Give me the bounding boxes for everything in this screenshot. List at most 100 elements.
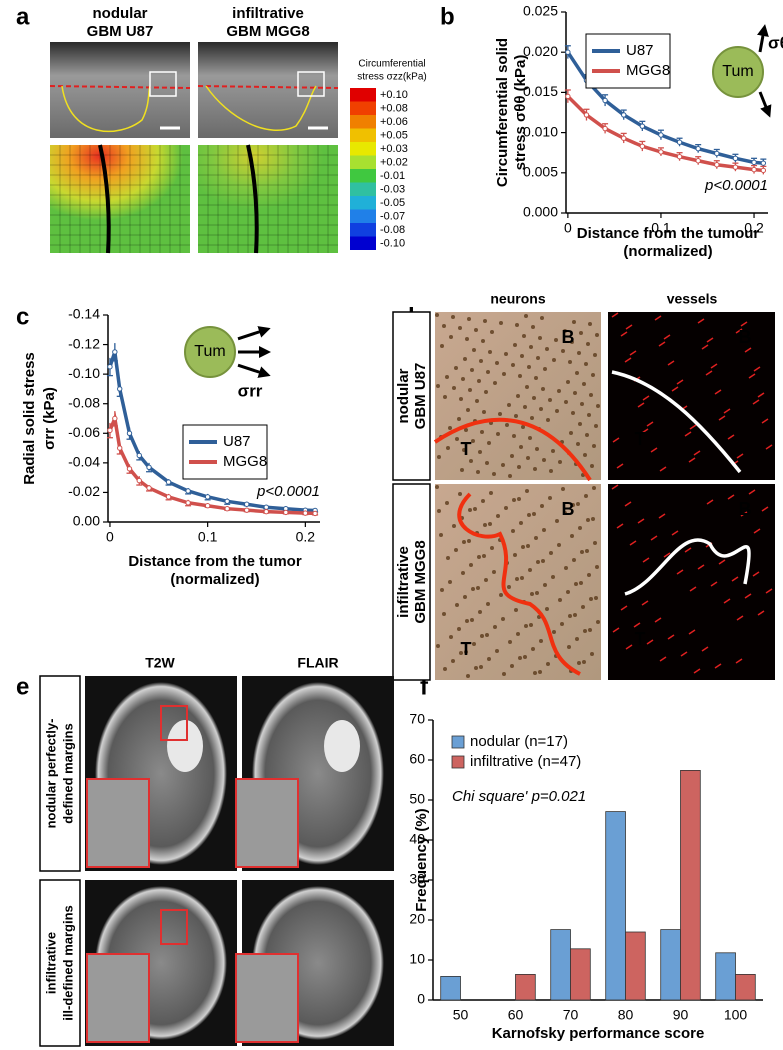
nucleus [484, 390, 488, 394]
nucleus [554, 338, 558, 342]
nucleus [564, 400, 568, 404]
vessel [646, 639, 654, 645]
nucleus [593, 541, 597, 545]
x-tick-label: 70 [563, 1007, 579, 1023]
y-tick-label: -0.14 [68, 306, 100, 322]
nucleus [463, 357, 467, 361]
nucleus [488, 522, 492, 526]
bar [605, 811, 626, 1001]
zoom-inset [86, 953, 150, 1043]
legend-swatch [451, 735, 465, 749]
data-point [244, 507, 250, 513]
data-point [695, 158, 701, 164]
stress-arrow [757, 24, 769, 53]
colorbar-cell [350, 169, 376, 183]
colorbar-cell [350, 196, 376, 210]
row-title: GBM MGG8 [412, 540, 429, 623]
nucleus [468, 508, 472, 512]
nucleus [496, 432, 500, 436]
vessel [663, 552, 671, 558]
nucleus [457, 627, 461, 631]
y-tick-label: -0.12 [68, 335, 100, 351]
nucleus [543, 367, 547, 371]
annotation: Chi square' p=0.021 [452, 788, 586, 805]
colorbar-cell [350, 236, 376, 250]
row-title: infiltrative [43, 932, 58, 994]
nucleus [478, 450, 482, 454]
row-box [392, 483, 431, 681]
tumor-margin [611, 370, 742, 474]
nucleus [502, 372, 506, 376]
row-title: defined margins [60, 723, 75, 823]
nucleus [504, 352, 508, 356]
nucleus [592, 444, 596, 448]
panel-letter: a [16, 3, 30, 30]
vessel [629, 350, 637, 356]
column-title: neurons [490, 291, 545, 307]
tumor-margin [457, 492, 581, 676]
vessel [693, 450, 701, 456]
y-tick-label: 20 [409, 911, 425, 927]
nucleus [540, 504, 544, 508]
nucleus [514, 414, 518, 418]
vessel [650, 447, 658, 453]
column-title: FLAIR [297, 655, 338, 671]
y-tick-label: -0.04 [68, 454, 100, 470]
nucleus [528, 568, 532, 572]
vessel [642, 395, 650, 401]
nucleus [469, 459, 473, 463]
nucleus [452, 386, 456, 390]
vessel [753, 528, 761, 534]
nucleus [492, 570, 496, 574]
y-tick-label: 0.005 [523, 164, 558, 180]
data-point [621, 112, 627, 118]
data-point [126, 466, 133, 472]
nucleus [449, 335, 453, 339]
nucleus [532, 396, 536, 400]
nucleus [496, 514, 500, 518]
nucleus [580, 550, 584, 554]
nucleus [460, 468, 464, 472]
stress-arrow [758, 91, 772, 118]
nucleus [493, 625, 497, 629]
legend-swatch [451, 755, 465, 769]
nucleus [452, 524, 456, 528]
nucleus [552, 630, 556, 634]
data-point [224, 505, 230, 512]
vessel [671, 386, 679, 392]
nucleus [531, 325, 535, 329]
vessel [616, 463, 624, 469]
row-title: nodular [395, 368, 412, 423]
nucleus [529, 623, 533, 627]
data-point [263, 504, 269, 510]
nucleus [574, 582, 578, 586]
nucleus [479, 665, 483, 669]
x-tick-label: 90 [673, 1007, 689, 1023]
nucleus [482, 410, 486, 414]
colorbar-label: +0.03 [380, 143, 408, 155]
y-tick-label: 0.025 [523, 3, 558, 19]
nucleus [596, 620, 600, 624]
nucleus [466, 408, 470, 412]
zoom-inset [235, 778, 299, 868]
vessel [748, 373, 756, 379]
nucleus [585, 433, 589, 437]
y-tick-label: 70 [409, 711, 425, 727]
column-title: T2W [145, 655, 175, 671]
bar [715, 952, 736, 1001]
colorbar-cell [350, 128, 376, 142]
nucleus [594, 424, 598, 428]
nucleus [522, 334, 526, 338]
nucleus [580, 402, 584, 406]
nucleus [448, 580, 452, 584]
data-point [602, 125, 608, 132]
nucleus [486, 602, 490, 606]
x-tick-label: 0 [106, 529, 114, 545]
nucleus [480, 634, 484, 638]
colorbar-label: -0.01 [380, 170, 405, 182]
lesion [167, 720, 203, 772]
data-point [146, 464, 152, 470]
vessel [740, 321, 748, 327]
data-point [263, 508, 269, 515]
